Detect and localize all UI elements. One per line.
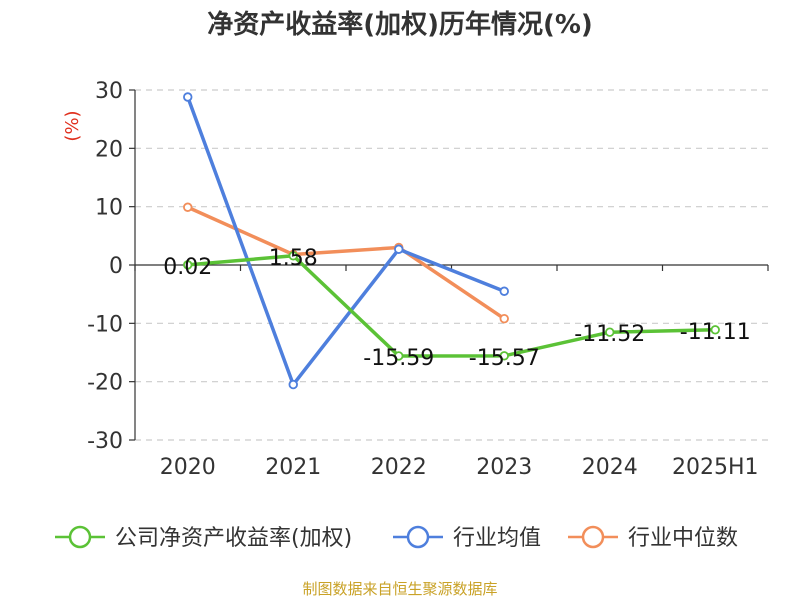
y-axis-label: (%) bbox=[62, 110, 83, 141]
y-tick-label: 0 bbox=[109, 254, 123, 279]
y-tick-label: -20 bbox=[87, 371, 123, 396]
legend-label: 行业中位数 bbox=[628, 526, 738, 551]
data-point bbox=[394, 351, 404, 361]
y-tick-label: 30 bbox=[95, 79, 123, 104]
data-point bbox=[183, 260, 193, 270]
data-point bbox=[499, 313, 509, 324]
data-label: 0.02 bbox=[163, 255, 212, 280]
data-source-note: 制图数据来自恒生聚源数据库 bbox=[302, 580, 498, 598]
y-tick-label: 20 bbox=[95, 137, 123, 162]
data-label: -15.59 bbox=[363, 346, 434, 371]
data-label: -11.52 bbox=[574, 322, 645, 347]
data-point bbox=[605, 327, 615, 337]
legend-marker bbox=[68, 525, 92, 549]
data-label: -11.11 bbox=[680, 320, 751, 345]
data-point bbox=[710, 325, 720, 335]
legend-label: 公司净资产收益率(加权) bbox=[115, 526, 352, 551]
legend-label: 行业均值 bbox=[453, 526, 541, 551]
x-tick-label: 2020 bbox=[160, 455, 216, 480]
x-tick-label: 2022 bbox=[371, 455, 427, 480]
data-label: 1.58 bbox=[269, 246, 318, 271]
y-tick-label: 10 bbox=[95, 196, 123, 221]
data-point bbox=[288, 251, 298, 261]
x-tick-label: 2025H1 bbox=[672, 455, 759, 480]
data-point bbox=[394, 244, 404, 254]
legend-marker bbox=[581, 525, 605, 549]
legend: 公司净资产收益率(加权) 行业均值 行业中位数 bbox=[55, 525, 738, 551]
x-tick-label: 2021 bbox=[265, 455, 321, 480]
series-line bbox=[187, 205, 506, 321]
series-lines bbox=[183, 92, 720, 390]
y-tick-label: -30 bbox=[87, 429, 123, 454]
data-point bbox=[499, 351, 509, 361]
data-point bbox=[499, 286, 509, 296]
y-tick-label: -10 bbox=[87, 312, 123, 337]
legend-marker bbox=[406, 525, 430, 549]
series-line bbox=[187, 254, 716, 358]
data-labels: 0.02 1.58 -15.59 -15.57 -11.52 -11.11 bbox=[163, 246, 750, 371]
series-line bbox=[186, 96, 505, 387]
chart-title: 净资产收益率(加权)历年情况(%) bbox=[207, 10, 593, 40]
data-point bbox=[183, 92, 193, 102]
data-point bbox=[183, 202, 193, 212]
data-point bbox=[288, 379, 298, 390]
axes: 30 20 10 0 -10 -20 -30 2020 2021 2022 2023 2024 2025… bbox=[62, 79, 769, 480]
data-label: -15.57 bbox=[469, 346, 540, 371]
x-tick-label: 2023 bbox=[476, 455, 532, 480]
x-tick-label: 2024 bbox=[582, 455, 638, 480]
